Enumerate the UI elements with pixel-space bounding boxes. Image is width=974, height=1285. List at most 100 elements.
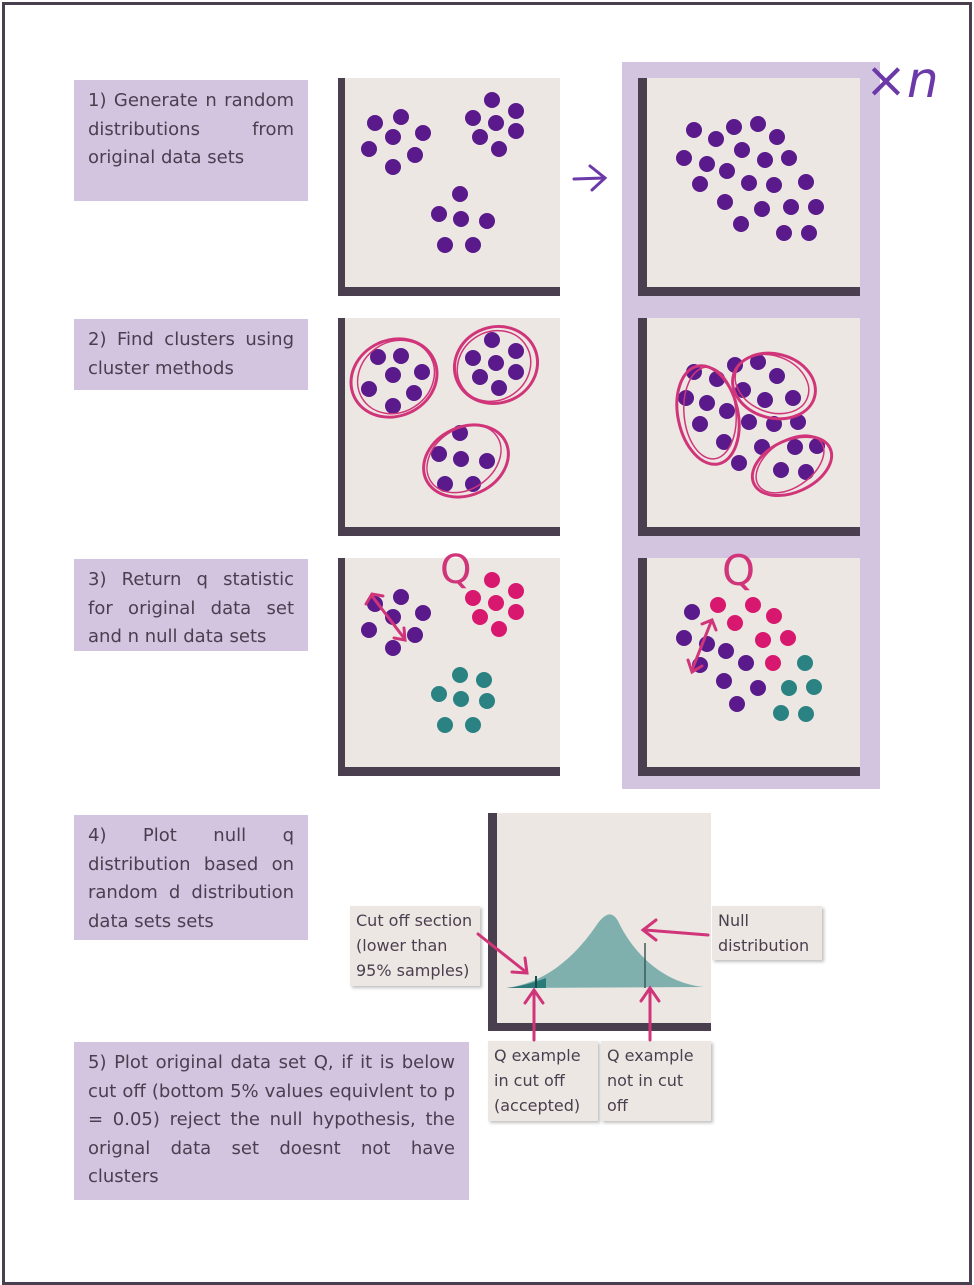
data-point xyxy=(393,348,409,364)
step-4-text: 4) Plot null q distribution based on ran… xyxy=(88,825,294,932)
data-point xyxy=(472,609,488,625)
q-label: Q xyxy=(722,546,755,595)
data-point xyxy=(437,717,453,733)
data-point xyxy=(437,237,453,253)
y-axis xyxy=(338,78,345,296)
data-point xyxy=(491,621,507,637)
data-point xyxy=(750,680,766,696)
cluster-outline xyxy=(356,339,436,415)
q-label: Q xyxy=(440,547,471,593)
data-point xyxy=(488,115,504,131)
y-axis xyxy=(638,558,647,776)
q-accepted-line-3: (accepted) xyxy=(494,1096,581,1115)
data-point xyxy=(699,156,715,172)
data-point xyxy=(415,125,431,141)
data-point xyxy=(367,115,383,131)
cutoff-line-1: Cut off section xyxy=(356,911,473,930)
cluster-outline xyxy=(755,434,825,494)
scatter-null-clusters xyxy=(638,318,860,536)
data-point xyxy=(508,103,524,119)
data-point xyxy=(716,434,732,450)
null-distribution-callout: Null distribution xyxy=(712,906,822,960)
data-point xyxy=(452,186,468,202)
data-point xyxy=(414,364,430,380)
data-point xyxy=(699,395,715,411)
data-point xyxy=(361,622,377,638)
data-point xyxy=(407,627,423,643)
data-point xyxy=(431,686,447,702)
q-not-line-2: not in cut xyxy=(607,1071,684,1090)
data-point xyxy=(385,640,401,656)
cluster-outline xyxy=(731,351,817,421)
data-point xyxy=(757,152,773,168)
data-point xyxy=(798,706,814,722)
y-axis xyxy=(638,318,647,536)
null-line-2: distribution xyxy=(718,936,810,955)
null-line-1: Null xyxy=(718,911,749,930)
data-point xyxy=(472,369,488,385)
data-point xyxy=(393,109,409,125)
data-point xyxy=(465,717,481,733)
data-point xyxy=(484,332,500,348)
data-point xyxy=(741,414,757,430)
scatter-null-q: Q xyxy=(638,546,860,776)
data-point xyxy=(684,604,700,620)
data-point xyxy=(797,655,813,671)
y-axis xyxy=(638,78,647,296)
step-1-text: 1) Generate n random distributions from … xyxy=(88,90,294,168)
data-point xyxy=(385,398,401,414)
x-axis xyxy=(488,1023,711,1031)
data-point xyxy=(783,199,799,215)
scatter-original-clusters xyxy=(338,318,560,536)
data-point xyxy=(676,150,692,166)
data-point xyxy=(465,237,481,253)
data-point xyxy=(508,583,524,599)
q-accepted-callout: Q example in cut off (accepted) xyxy=(488,1041,598,1121)
data-point xyxy=(508,123,524,139)
data-point xyxy=(385,609,401,625)
data-point xyxy=(808,199,824,215)
times-n-repeat-label: ×n xyxy=(865,51,939,109)
data-point xyxy=(785,390,801,406)
data-point xyxy=(508,343,524,359)
data-point xyxy=(750,354,766,370)
data-point xyxy=(773,462,789,478)
data-point xyxy=(726,119,742,135)
panel-null-generate xyxy=(638,78,860,296)
data-point xyxy=(479,213,495,229)
q-not-line-3: off xyxy=(607,1096,628,1115)
step-4-box: 4) Plot null q distribution based on ran… xyxy=(74,815,308,940)
hand-drawn-arrow-icon xyxy=(572,164,608,192)
data-point xyxy=(415,605,431,621)
data-point xyxy=(718,643,734,659)
x-axis xyxy=(638,767,860,776)
q-not-callout: Q example not in cut off xyxy=(601,1041,711,1121)
y-axis xyxy=(488,813,497,1031)
data-point xyxy=(741,175,757,191)
data-point xyxy=(385,367,401,383)
data-point xyxy=(754,201,770,217)
cluster-outline xyxy=(349,337,439,419)
data-point xyxy=(750,116,766,132)
data-point xyxy=(465,590,481,606)
data-point xyxy=(361,141,377,157)
data-point xyxy=(407,147,423,163)
data-point xyxy=(727,357,743,373)
data-point xyxy=(491,380,507,396)
data-point xyxy=(431,446,447,462)
cluster-outline xyxy=(683,366,737,460)
data-point xyxy=(476,672,492,688)
data-point xyxy=(781,150,797,166)
scatter-null-generate xyxy=(638,78,860,296)
null-distribution-curve xyxy=(506,914,704,988)
data-point xyxy=(678,390,694,406)
data-point xyxy=(393,589,409,605)
data-point xyxy=(765,655,781,671)
data-point xyxy=(806,679,822,695)
data-point xyxy=(731,455,747,471)
data-point xyxy=(776,225,792,241)
data-point xyxy=(773,705,789,721)
y-axis xyxy=(338,558,345,776)
data-point xyxy=(719,403,735,419)
